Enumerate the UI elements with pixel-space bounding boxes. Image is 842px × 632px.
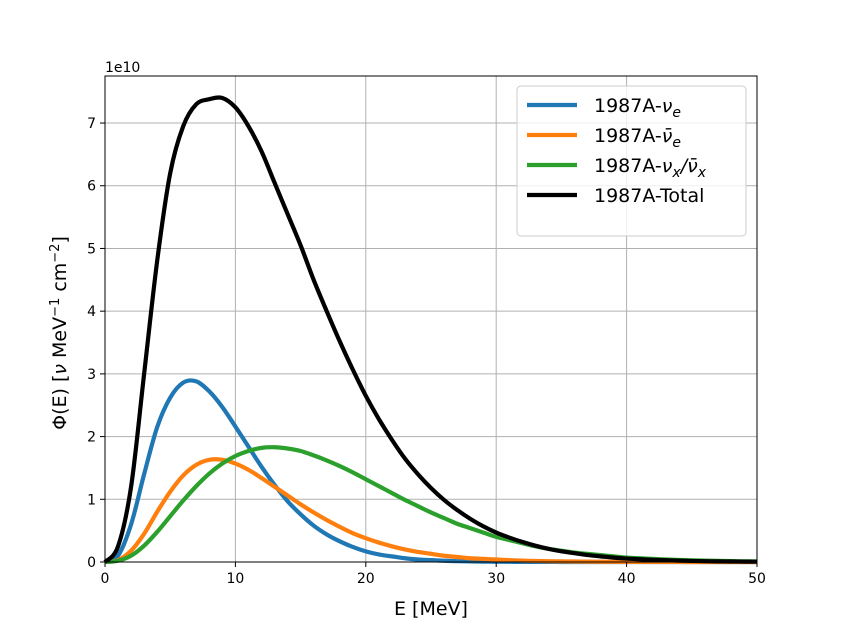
legend-label-nue: 1987A-νe [594, 95, 681, 121]
y-tick-label: 3 [87, 367, 96, 383]
y-label-exp-1: −1 [48, 298, 63, 317]
y-label-exp-2: −2 [48, 244, 63, 263]
y-tick-label: 0 [87, 555, 96, 571]
x-tick-label: 30 [487, 571, 505, 587]
legend-label-total: 1987A-Total [594, 185, 704, 207]
y-tick-label: 5 [87, 241, 96, 257]
x-axis-label: E [MeV] [394, 598, 468, 620]
axis-ticks: 0 10 20 30 40 50 0 1 2 3 4 5 6 7 [87, 116, 766, 587]
y-label-mev: MeV [49, 317, 71, 364]
axes-frame [104, 75, 758, 563]
series-line-nue [104, 378, 757, 565]
y-tick-label: 7 [87, 116, 96, 132]
x-tick-label: 10 [226, 571, 244, 587]
legend-label-nuebar: 1987A-ν̄e [594, 125, 681, 151]
y-tick-label: 2 [87, 430, 96, 446]
legend-label-nux: 1987A-νx/ν̄x [594, 155, 707, 181]
y-axis-label: Φ(E) [ν MeV−1 cm−2] [48, 236, 72, 430]
x-tick-label: 50 [748, 571, 766, 587]
y-label-nu: ν [49, 364, 71, 375]
x-tick-label: 40 [618, 571, 636, 587]
y-label-cm: cm [49, 263, 71, 298]
y-label-prefix: Φ(E) [ [49, 375, 71, 430]
series-line-total [103, 95, 758, 564]
y-tick-label: 6 [87, 179, 96, 195]
series-line-nux [104, 445, 758, 565]
y-label-suffix: ] [49, 236, 71, 243]
y-tick-label: 4 [87, 304, 96, 320]
x-tick-label: 0 [101, 571, 110, 587]
legend: 1987A-νe 1987A-ν̄e 1987A-νx/ν̄x 1987A-Total [516, 85, 747, 237]
legend-box [516, 85, 747, 237]
y-offset-label: 1e10 [105, 60, 140, 76]
x-tick-label: 20 [357, 571, 375, 587]
y-tick-label: 1 [87, 492, 96, 508]
